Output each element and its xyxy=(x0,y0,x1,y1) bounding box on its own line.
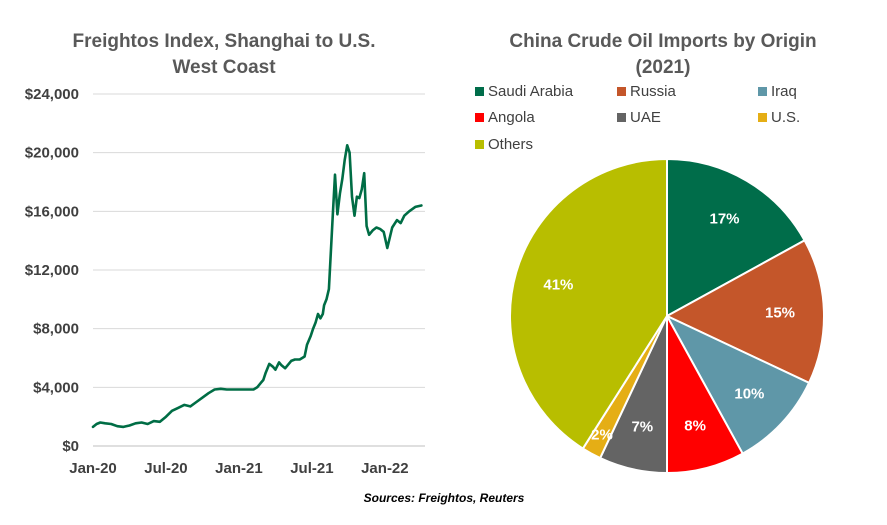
pie-slice xyxy=(666,157,806,318)
oil-imports-pie-chart: China Crude Oil Imports by Origin (2021)… xyxy=(475,31,826,475)
legend-item: Iraq xyxy=(758,83,797,100)
pie-slice-label: 7% xyxy=(631,418,653,435)
legend-swatch xyxy=(475,140,484,149)
line-chart-x-tick-label: Jan-22 xyxy=(361,460,409,477)
legend-label: Angola xyxy=(488,109,535,126)
pie-slice-label: 41% xyxy=(543,277,573,294)
legend-swatch xyxy=(758,113,767,122)
pie-chart-slice-labels: 17% 15% 10% 8% 7% 2% 41% xyxy=(543,211,795,444)
line-chart-title-line-2: West Coast xyxy=(172,57,276,78)
legend-label: Saudi Arabia xyxy=(488,83,574,100)
line-chart-y-tick-label: $0 xyxy=(62,438,79,455)
pie-chart-title-line-1: China Crude Oil Imports by Origin xyxy=(509,31,816,52)
line-chart-y-tick-label: $20,000 xyxy=(25,145,79,162)
line-chart-y-tick-label: $12,000 xyxy=(25,262,79,279)
pie-slice-label: 15% xyxy=(765,304,795,321)
line-chart-x-tick-label: Jan-21 xyxy=(215,460,263,477)
pie-slice-label: 17% xyxy=(709,211,739,228)
line-chart-x-tick-label: Jul-21 xyxy=(290,460,333,477)
pie-slice-label: 8% xyxy=(684,418,706,435)
legend-swatch xyxy=(617,113,626,122)
line-chart-y-tick-label: $16,000 xyxy=(25,203,79,220)
legend-label: Iraq xyxy=(771,83,797,100)
line-chart-x-tick-labels: Jan-20 Jul-20 Jan-21 Jul-21 Jan-22 xyxy=(69,460,408,477)
legend-label: UAE xyxy=(630,109,661,126)
line-chart-title-line-1: Freightos Index, Shanghai to U.S. xyxy=(73,31,376,52)
line-chart-y-tick-label: $4,000 xyxy=(33,379,79,396)
legend-label: Russia xyxy=(630,83,677,100)
source-note: Sources: Freightos, Reuters xyxy=(364,491,525,505)
legend-item: Saudi Arabia xyxy=(475,83,574,100)
line-chart-gridlines xyxy=(93,93,425,447)
legend-item: U.S. xyxy=(758,109,800,126)
line-chart-x-tick-label: Jan-20 xyxy=(69,460,117,477)
freight-index-series-line xyxy=(91,144,423,429)
legend-item: UAE xyxy=(617,109,661,126)
pie-chart-title-line-2: (2021) xyxy=(636,57,691,78)
line-chart-y-tick-label: $24,000 xyxy=(25,86,79,103)
pie-slice xyxy=(664,313,811,455)
legend-label: U.S. xyxy=(771,109,800,126)
pie-chart-slices xyxy=(509,157,826,475)
line-chart-y-tick-labels: $0 $4,000 $8,000 $12,000 $16,000 $20,000 $24,0… xyxy=(25,86,79,455)
freight-index-line-chart: Freightos Index, Shanghai to U.S. West C… xyxy=(25,31,425,477)
legend-item: Russia xyxy=(617,83,677,100)
line-chart-x-tick-label: Jul-20 xyxy=(144,460,187,477)
pie-slice-label: 10% xyxy=(734,385,764,402)
legend-swatch xyxy=(617,87,626,96)
pie-slice-label: 2% xyxy=(591,426,613,443)
pie-chart-legend: Saudi Arabia Russia Iraq Angola UAE U.S. Other… xyxy=(475,83,800,153)
legend-swatch xyxy=(475,87,484,96)
legend-item: Angola xyxy=(475,109,535,126)
line-chart-y-tick-label: $8,000 xyxy=(33,321,79,338)
legend-item: Others xyxy=(475,136,533,153)
pie-slice xyxy=(664,239,826,385)
legend-label: Others xyxy=(488,136,533,153)
legend-swatch xyxy=(758,87,767,96)
legend-swatch xyxy=(475,113,484,122)
pie-slice xyxy=(509,157,668,450)
